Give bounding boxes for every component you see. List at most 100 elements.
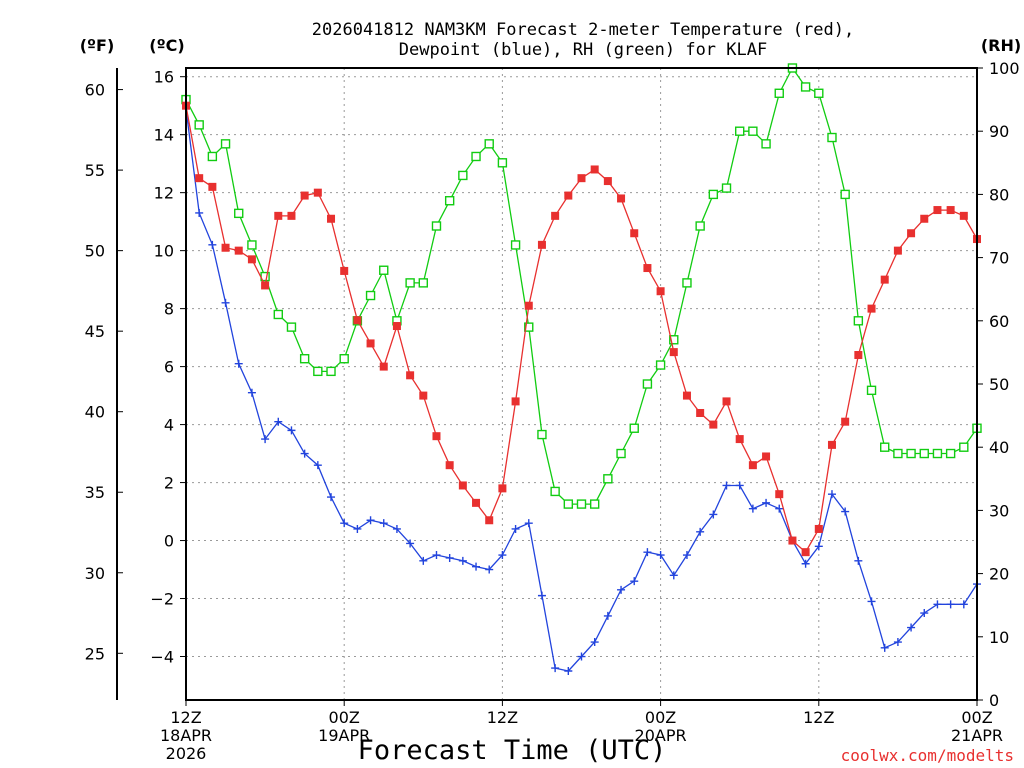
rh-tick-label: 70 [989, 249, 1009, 268]
dewpoint-point [709, 510, 718, 519]
rh-point [642, 379, 653, 389]
celsius-tick-label: 16 [154, 68, 174, 87]
temperature-point [564, 191, 573, 200]
dewpoint-point [656, 551, 665, 560]
rh-point [919, 448, 929, 459]
rh-point [616, 448, 626, 459]
rh-point [313, 366, 323, 377]
rh-tick-label: 100 [989, 59, 1020, 78]
dewpoint-point [247, 388, 256, 397]
dewpoint-point [537, 591, 546, 600]
dewpoint-point [643, 548, 652, 557]
dewpoint-point [432, 551, 441, 560]
rh-point [735, 126, 745, 136]
fahrenheit-tick-label: 40 [85, 403, 105, 422]
time-tick-date: 18APR [160, 726, 212, 745]
dewpoint-point [498, 551, 507, 560]
temperature-point [340, 266, 349, 275]
temperature-point [221, 243, 230, 252]
temperature-point [327, 214, 336, 223]
celsius-tick-label: 12 [154, 184, 174, 203]
dewpoint-point [485, 565, 494, 574]
temperature-point [287, 211, 296, 220]
rh-point [589, 499, 600, 509]
temperature-point [590, 165, 599, 174]
rh-point [339, 354, 349, 364]
dewpoint-point [261, 435, 270, 444]
temperature-point [788, 536, 797, 545]
temperature-point [920, 214, 929, 223]
time-tick-label: 00Z [329, 708, 360, 727]
rh-point [247, 240, 257, 250]
temperature-point [208, 182, 217, 191]
temperature-point [261, 281, 270, 290]
rh-point [524, 322, 534, 332]
rh-tick-label: 30 [989, 501, 1009, 520]
dewpoint-point [392, 524, 401, 533]
temperature-point [696, 408, 705, 417]
rh-point [827, 132, 837, 143]
rh-point [550, 486, 560, 497]
temperature-point [801, 548, 810, 557]
fahrenheit-tick-label: 25 [85, 644, 105, 663]
dewpoint-point [524, 519, 533, 528]
rh-point [761, 139, 771, 149]
fahrenheit-tick-label: 30 [85, 564, 105, 583]
temperature-point [709, 420, 718, 429]
series-line [185, 66, 978, 505]
time-tick-label: 12Z [487, 708, 518, 727]
celsius-axis: 16 14 12 10 8 6 4 2 0 −2 −4 [150, 68, 186, 667]
temperature-point [392, 322, 401, 331]
temperature-point [511, 397, 520, 406]
dewpoint-point [933, 600, 942, 609]
rh-point [866, 385, 877, 396]
dewpoint-point [577, 652, 586, 661]
temperature-point [933, 206, 942, 215]
rh-point [774, 88, 784, 98]
dewpoint-point [682, 551, 691, 560]
temperature-point [722, 397, 731, 406]
dewpoint-point [946, 600, 955, 609]
dewpoint-point [775, 504, 784, 513]
rh-point [405, 278, 415, 288]
rh-point [273, 309, 283, 320]
temperature-point [841, 417, 850, 426]
rh-point [458, 170, 468, 181]
rh-point [431, 221, 442, 231]
temperature-point [234, 246, 243, 255]
dewpoint-point [195, 208, 204, 217]
temperature-point [735, 435, 744, 444]
dewpoint-point [208, 240, 217, 249]
temperature-point [630, 229, 639, 238]
dewpoint-point [458, 556, 467, 565]
dewpoint-point [630, 577, 639, 586]
dewpoint-point [313, 461, 322, 470]
celsius-unit-label: (ºC) [149, 36, 184, 55]
celsius-tick-label: 0 [164, 532, 174, 551]
temperature-point [537, 240, 546, 249]
rh-point [497, 158, 508, 168]
dewpoint-point [959, 600, 968, 609]
dewpoint-point [419, 556, 428, 565]
rh-tick-label: 50 [989, 375, 1009, 394]
rh-point [655, 360, 666, 370]
rh-point [194, 120, 204, 130]
credit-text: coolwx.com/modelts [841, 746, 1014, 765]
dewpoint-point [590, 638, 599, 647]
dewpoint-point [564, 667, 573, 676]
time-tick-label: 12Z [170, 708, 201, 727]
time-tick-label: 00Z [961, 708, 992, 727]
dewpoint-point [735, 481, 744, 490]
dewpoint-point [669, 571, 678, 580]
temperature-point [353, 316, 362, 325]
dewpoint-point [762, 498, 771, 507]
dewpoint-point [827, 490, 836, 499]
temperature-point [472, 498, 481, 507]
rh-tick-label: 60 [989, 312, 1009, 331]
dewpoint-point [234, 359, 243, 368]
dewpoint-point [617, 585, 626, 594]
temperature-point [762, 452, 771, 461]
